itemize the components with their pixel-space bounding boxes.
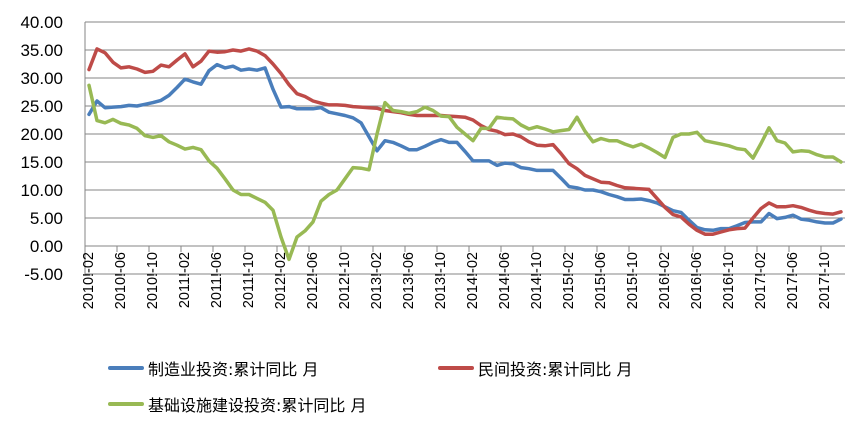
- series-lines: [87, 47, 843, 262]
- x-tick-label: 2013!-02: [369, 252, 385, 309]
- legend-item-private: 民间投资:累计同比 月: [438, 356, 632, 380]
- y-tick-label: 10.00: [20, 181, 63, 200]
- x-tick-label: 2010!-10: [145, 252, 161, 309]
- x-tick-label: 2017!-10: [817, 252, 833, 309]
- x-tick-label: 2017!-02: [753, 252, 769, 309]
- x-tick-label: 2016!-10: [721, 252, 737, 309]
- x-tick-label: 2010!-06: [113, 252, 129, 309]
- series-line-2: [87, 83, 843, 262]
- x-tick-label: 2016!-02: [657, 252, 673, 309]
- x-tick-label: 2013!-10: [433, 252, 449, 309]
- y-tick-label: 35.00: [20, 41, 63, 60]
- x-tick-label: 2013!-06: [401, 252, 417, 309]
- x-tick-label: 2014!-06: [497, 252, 513, 309]
- series-line-1: [87, 47, 843, 236]
- x-tick-label: 2010!-02: [81, 252, 97, 309]
- legend-label: 制造业投资:累计同比 月: [148, 360, 319, 379]
- x-tick-label: 2011!-06: [209, 252, 225, 308]
- y-tick-label: 0.00: [30, 237, 63, 256]
- x-tick-label: 2015!-02: [561, 252, 577, 309]
- x-tick-label: 2012!-02: [273, 252, 289, 309]
- y-tick-label: 20.00: [20, 125, 63, 144]
- legend-swatch-green: [108, 402, 144, 406]
- y-tick-label: 5.00: [30, 209, 63, 228]
- x-tick-label: 2012!-06: [305, 252, 321, 309]
- y-tick-label: -5.00: [24, 265, 63, 284]
- x-tick-label: 2014!-02: [465, 252, 481, 309]
- legend-item-infrastructure: 基础设施建设投资:累计同比 月: [108, 392, 366, 416]
- legend-label: 民间投资:累计同比 月: [478, 360, 633, 379]
- x-tick-label: 2011!-10: [241, 252, 257, 308]
- legend-swatch-blue: [108, 366, 144, 370]
- x-tick-label: 2015!-06: [593, 252, 609, 309]
- y-axis-tick-labels: 40.00 35.00 30.00 25.00 20.00 15.00 10.00 5.00 0…: [20, 13, 63, 284]
- x-tick-label: 2016!-06: [689, 252, 705, 309]
- x-tick-label: 2015!-10: [625, 252, 641, 309]
- x-tick-label: 2017!-06: [785, 252, 801, 309]
- series-line-0: [87, 62, 843, 233]
- legend-label: 基础设施建设投资:累计同比 月: [148, 396, 367, 415]
- x-axis: 2010!-02 2010!-06 2010!-10 2011!-02 2011!-06…: [81, 22, 845, 309]
- y-tick-label: 25.00: [20, 97, 63, 116]
- legend-swatch-red: [438, 366, 474, 370]
- y-tick-label: 15.00: [20, 153, 63, 172]
- x-tick-label: 2011!-02: [177, 252, 193, 308]
- y-tick-label: 30.00: [20, 69, 63, 88]
- legend-item-manufacturing: 制造业投资:累计同比 月: [108, 356, 318, 380]
- x-tick-label: 2014!-10: [529, 252, 545, 309]
- x-tick-label: 2012!-10: [337, 252, 353, 309]
- y-tick-label: 40.00: [20, 13, 63, 32]
